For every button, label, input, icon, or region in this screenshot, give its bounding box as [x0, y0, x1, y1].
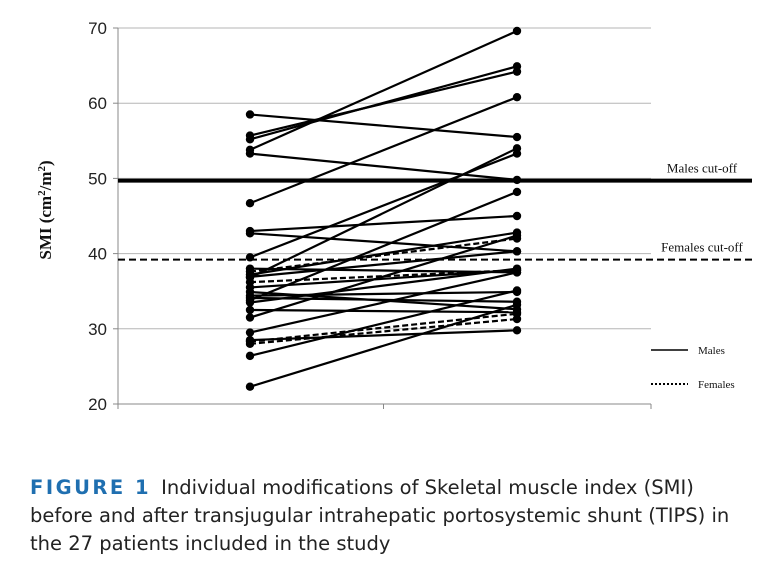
post-tips-point	[512, 247, 522, 256]
male-patient-line	[249, 308, 518, 314]
post-tips-point	[512, 187, 522, 197]
male-patient-line	[249, 303, 518, 388]
patient-series	[245, 26, 522, 391]
post-tips-point	[512, 132, 522, 142]
female-patient-line	[249, 312, 518, 343]
pre-tips-point	[245, 135, 255, 144]
male-patient-line	[249, 30, 518, 151]
pre-tips-point	[245, 253, 255, 262]
x-category-label: SMI post-TIPS	[462, 416, 572, 420]
post-tips-point	[512, 314, 522, 324]
pre-tips-point	[245, 298, 255, 307]
male-patient-line	[249, 65, 518, 141]
axes: 20 30 40 50 60 70 SMI pre-TIPS SMI post-TIPS	[88, 19, 652, 420]
male-patient-line	[249, 234, 518, 319]
x-category-label: SMI pre-TIPS	[199, 416, 302, 420]
legend-label: Males	[698, 345, 725, 357]
male-patient-line	[249, 231, 518, 276]
male-patient-line	[249, 113, 518, 139]
pre-tips-point	[245, 277, 255, 287]
pre-tips-point	[245, 149, 255, 158]
post-tips-point	[512, 62, 522, 71]
y-tick-label: 20	[88, 395, 107, 414]
pre-tips-point	[245, 351, 255, 361]
cutoff-label: Females cut-off	[661, 240, 743, 255]
male-patient-line	[249, 329, 518, 342]
smi-line-chart: 20 30 40 50 60 70 SMI pre-TIPS SMI post-TIPS Ma…	[36, 19, 752, 420]
post-tips-point	[512, 92, 522, 102]
caption-text: Individual modifications of Skeletal mus…	[30, 476, 730, 555]
y-axis-label: SMI (cm2/m2)	[36, 160, 55, 259]
male-patient-line	[249, 250, 518, 279]
figure-caption: FIGURE 1 Individual modifications of Skel…	[30, 474, 760, 558]
male-patient-line	[249, 271, 518, 334]
post-tips-point	[512, 326, 522, 335]
post-tips-point	[512, 211, 522, 221]
y-tick-label: 60	[88, 94, 107, 113]
male-patient-line	[249, 147, 518, 279]
pre-tips-point	[245, 339, 255, 349]
pre-tips-point	[245, 110, 255, 119]
pre-tips-point	[245, 267, 255, 276]
male-patient-line	[249, 214, 518, 233]
male-patient-line	[249, 269, 518, 289]
post-tips-point	[512, 286, 522, 295]
post-tips-point	[512, 234, 522, 243]
pre-tips-point	[245, 382, 255, 391]
post-tips-point	[512, 26, 522, 36]
post-tips-point	[512, 300, 522, 309]
pre-tips-point	[245, 313, 255, 322]
post-tips-point	[512, 175, 522, 185]
male-patient-line	[249, 267, 518, 304]
male-patient-line	[249, 152, 518, 181]
post-tips-point	[512, 144, 522, 153]
legend: Males Females	[651, 345, 735, 391]
caption-label: FIGURE 1	[30, 476, 152, 499]
pre-tips-point	[245, 199, 255, 208]
gridlines	[118, 27, 651, 330]
pre-tips-point	[245, 229, 255, 238]
male-patient-line	[249, 190, 518, 302]
male-patient-line	[249, 289, 518, 357]
pre-tips-point	[245, 328, 255, 337]
male-patient-line	[249, 267, 518, 274]
pre-tips-point	[245, 305, 255, 315]
y-tick-label: 40	[88, 245, 107, 264]
legend-label: Females	[698, 379, 735, 391]
y-tick-label: 70	[88, 19, 107, 38]
male-patient-line	[249, 290, 518, 297]
chart-figure: 20 30 40 50 60 70 SMI pre-TIPS SMI post-TIPS Ma…	[36, 19, 752, 420]
cutoff-label: Males cut-off	[667, 161, 738, 176]
y-tick-label: 50	[88, 169, 107, 188]
y-tick-label: 30	[88, 320, 107, 339]
reference-lines: Males cut-off Females cut-off	[118, 161, 752, 261]
post-tips-point	[512, 265, 522, 275]
male-patient-line	[249, 96, 518, 205]
